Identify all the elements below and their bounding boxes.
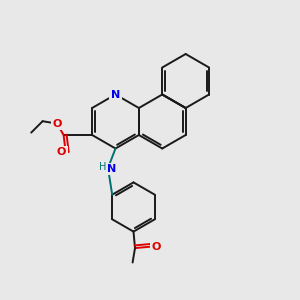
- Text: N: N: [111, 89, 120, 100]
- Text: O: O: [57, 147, 66, 158]
- Text: N: N: [107, 164, 116, 174]
- Text: H: H: [99, 162, 106, 172]
- Text: O: O: [151, 242, 160, 252]
- Text: O: O: [52, 118, 62, 129]
